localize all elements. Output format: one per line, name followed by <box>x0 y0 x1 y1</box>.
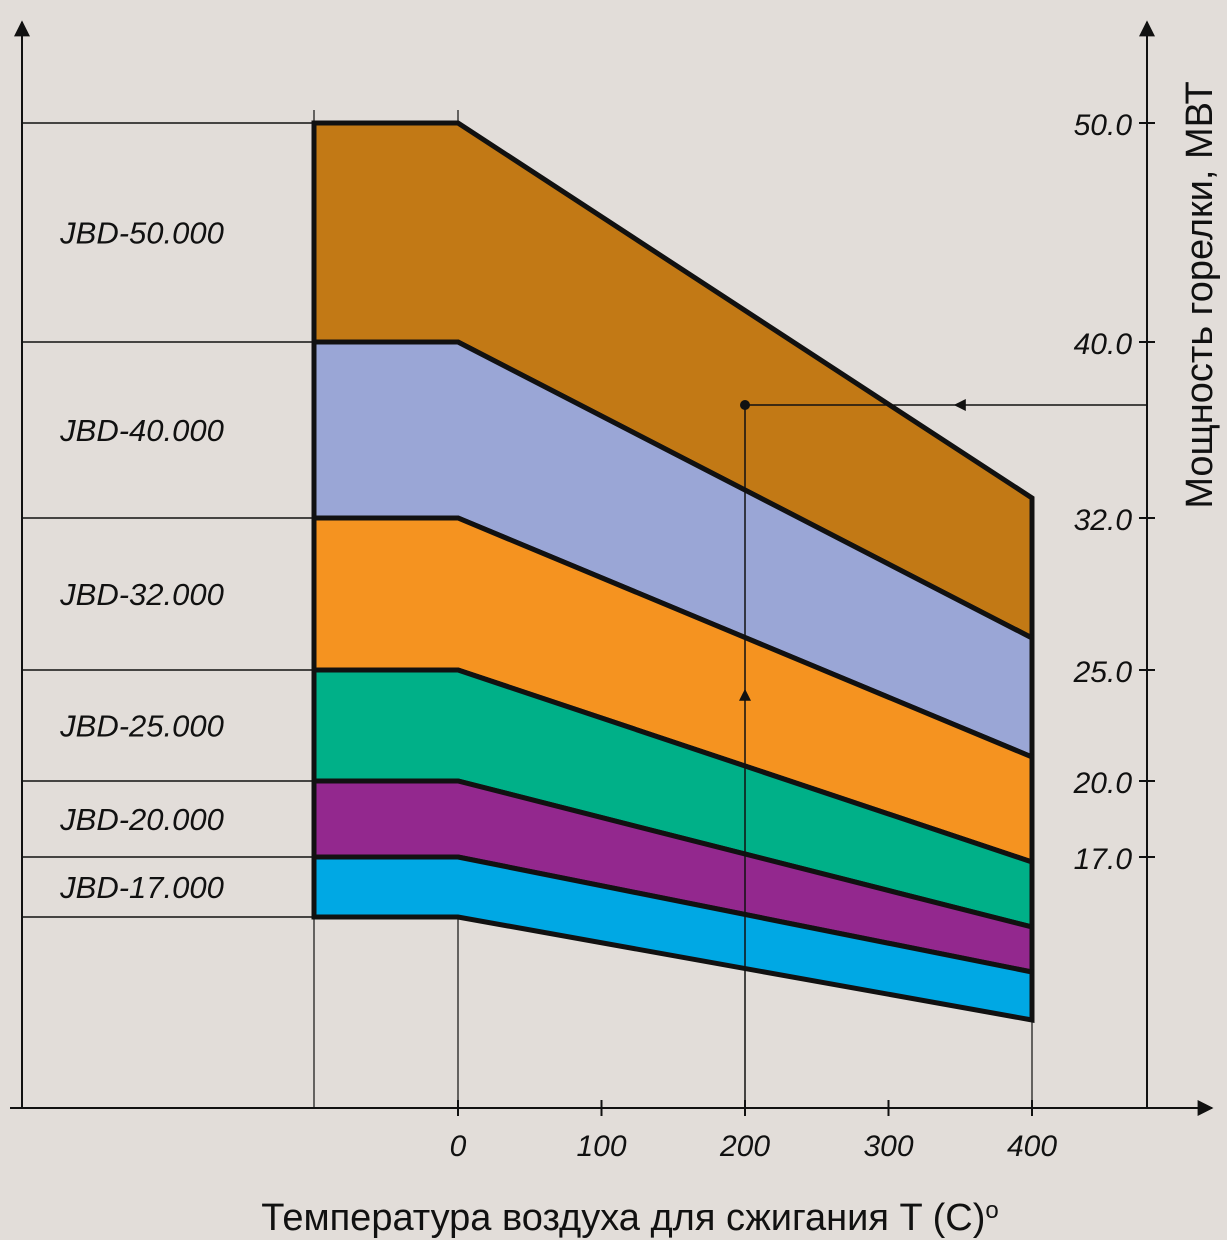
x-axis-title-degree: o <box>985 1197 998 1224</box>
band-labels: JBD-50.000 JBD-40.000 JBD-32.000 JBD-25.000… <box>59 216 224 906</box>
band-label: JBD-32.000 <box>59 577 224 612</box>
x-axis-ticks: 0 100 200 300 400 <box>450 1100 1057 1163</box>
guide-point <box>740 400 750 410</box>
band-label: JBD-20.000 <box>59 802 224 837</box>
x-axis-title: Температура воздуха для сжигания T (C)o <box>261 1197 998 1239</box>
reading-guide <box>739 399 1147 1108</box>
y-tick-label: 40.0 <box>1074 328 1133 361</box>
band-jbd-17.000 <box>311 854 1035 1023</box>
band-label: JBD-25.000 <box>59 709 224 744</box>
band-label: JBD-40.000 <box>59 413 224 448</box>
x-axis-title-text: Температура воздуха для сжигания T (C) <box>261 1197 985 1239</box>
y-tick-label: 17.0 <box>1074 843 1133 876</box>
x-tick-label: 300 <box>863 1130 913 1163</box>
y-axis-ticks: 50.0 40.0 32.0 25.0 20.0 17.0 <box>1073 109 1155 876</box>
x-tick-label: 400 <box>1007 1130 1057 1163</box>
x-tick-label: 100 <box>576 1130 626 1163</box>
y-tick-label: 20.0 <box>1073 767 1133 800</box>
band-label: JBD-50.000 <box>59 216 224 251</box>
x-tick-label: 200 <box>719 1130 770 1163</box>
x-tick-label: 0 <box>450 1130 467 1163</box>
capacity-bands <box>311 120 1035 1023</box>
y-tick-label: 25.0 <box>1073 656 1133 689</box>
band-label: JBD-17.000 <box>59 870 224 905</box>
y-tick-label: 50.0 <box>1074 109 1133 142</box>
y-axis-title: Мощность горелки, МВТ <box>1179 81 1221 508</box>
y-tick-label: 32.0 <box>1074 504 1133 537</box>
